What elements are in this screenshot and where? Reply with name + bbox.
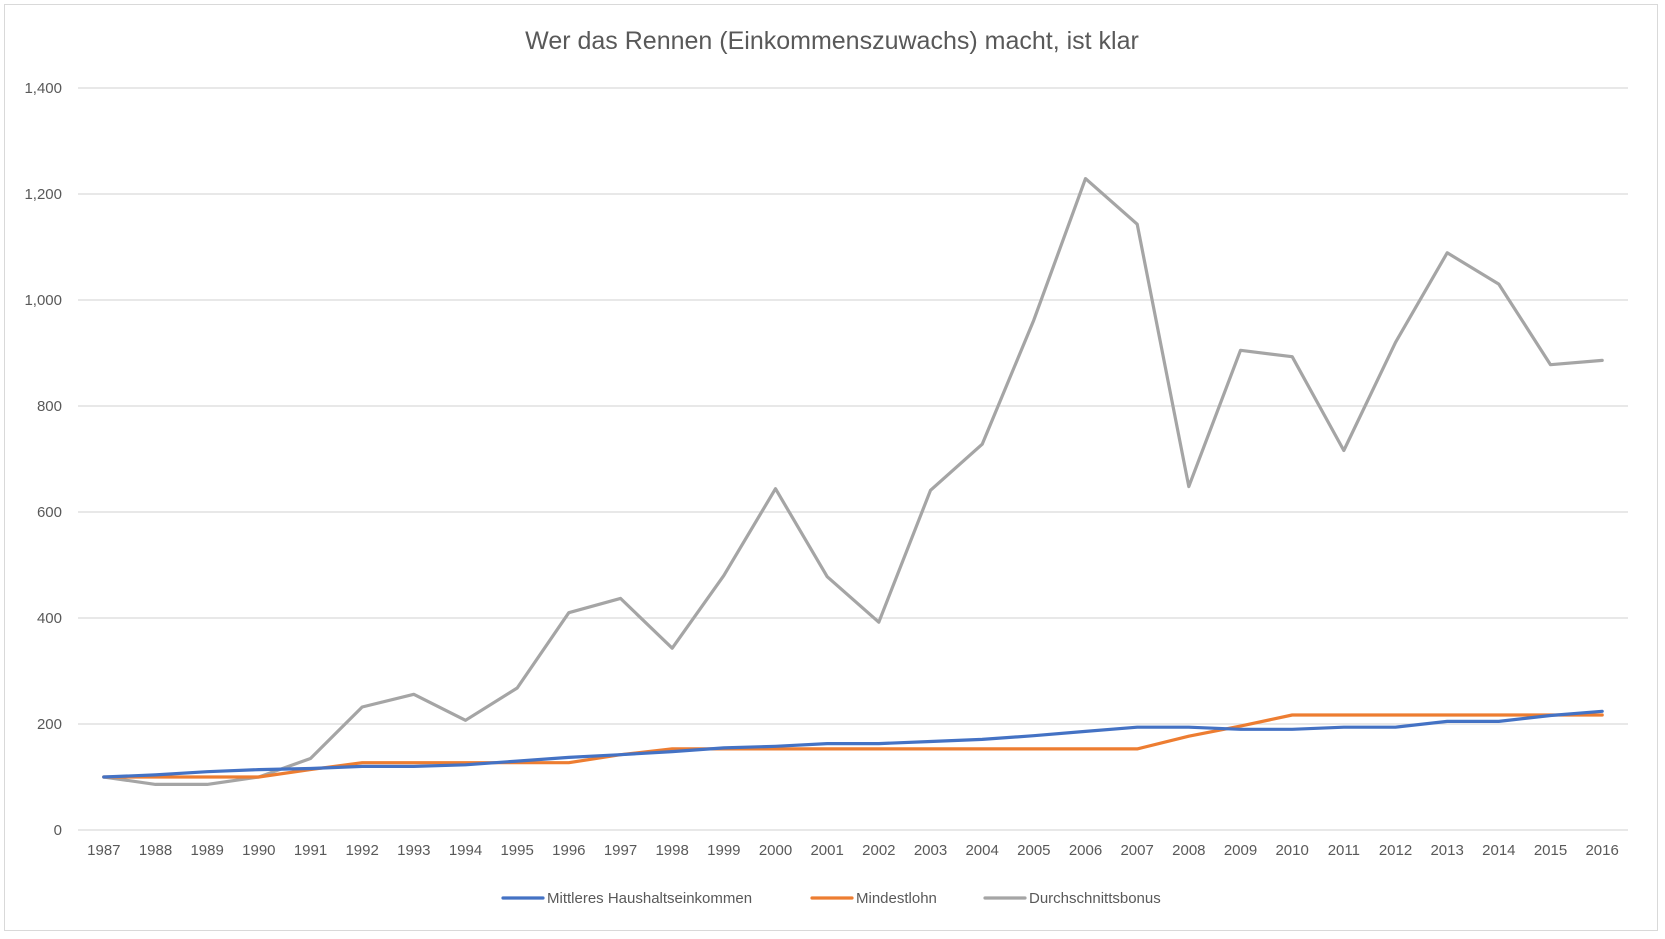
legend-label: Mindestlohn bbox=[856, 890, 937, 907]
x-tick-label: 2000 bbox=[759, 842, 792, 859]
y-tick-label: 1,400 bbox=[24, 80, 62, 97]
x-tick-label: 2004 bbox=[965, 842, 998, 859]
x-tick-label: 1987 bbox=[87, 842, 120, 859]
legend-label: Mittleres Haushaltseinkommen bbox=[547, 890, 752, 907]
y-tick-label: 800 bbox=[37, 398, 62, 415]
x-tick-label: 2002 bbox=[862, 842, 895, 859]
x-tick-label: 2001 bbox=[810, 842, 843, 859]
x-tick-label: 2012 bbox=[1379, 842, 1412, 859]
y-axis-tick-labels: 0 200 400 600 800 1,000 1,200 1,400 bbox=[24, 80, 62, 839]
x-tick-label: 2011 bbox=[1328, 842, 1360, 859]
chart-frame bbox=[4, 4, 1658, 931]
x-tick-label: 2016 bbox=[1585, 842, 1618, 859]
x-tick-label: 1999 bbox=[707, 842, 740, 859]
series-lines bbox=[102, 177, 1604, 787]
x-tick-label: 2009 bbox=[1224, 842, 1257, 859]
x-tick-label: 2003 bbox=[914, 842, 947, 859]
chart-title: Wer das Rennen (Einkommenszuwachs) macht… bbox=[525, 27, 1139, 55]
legend: Mittleres Haushaltseinkommen Mindestlohn D… bbox=[501, 890, 1161, 907]
x-tick-label: 1994 bbox=[449, 842, 482, 859]
x-tick-label: 2007 bbox=[1120, 842, 1153, 859]
x-axis-tick-labels: 1987 1988 1989 1990 1991 1992 1993 1994 1995 1996… bbox=[87, 842, 1619, 859]
legend-label: Durchschnittsbonus bbox=[1029, 890, 1161, 907]
y-tick-label: 1,200 bbox=[24, 186, 62, 203]
x-tick-label: 1993 bbox=[397, 842, 430, 859]
x-tick-label: 2014 bbox=[1482, 842, 1515, 859]
series-line-mindestlohn bbox=[102, 713, 1604, 779]
x-tick-label: 1995 bbox=[500, 842, 533, 859]
x-tick-label: 2015 bbox=[1534, 842, 1567, 859]
x-tick-label: 1998 bbox=[655, 842, 688, 859]
series-line-durchschnittsbonus bbox=[102, 177, 1604, 787]
x-tick-label: 2010 bbox=[1275, 842, 1308, 859]
x-tick-label: 1997 bbox=[604, 842, 637, 859]
gridlines bbox=[78, 87, 1628, 831]
y-tick-label: 0 bbox=[54, 822, 62, 839]
y-tick-label: 200 bbox=[37, 716, 62, 733]
x-tick-label: 1990 bbox=[242, 842, 275, 859]
y-tick-label: 400 bbox=[37, 610, 62, 627]
x-tick-label: 2008 bbox=[1172, 842, 1205, 859]
x-tick-label: 1996 bbox=[552, 842, 585, 859]
x-tick-label: 1989 bbox=[190, 842, 223, 859]
y-tick-label: 600 bbox=[37, 504, 62, 521]
x-tick-label: 1992 bbox=[345, 842, 378, 859]
x-tick-label: 1991 bbox=[294, 842, 327, 859]
y-tick-label: 1,000 bbox=[24, 292, 62, 309]
x-tick-label: 2005 bbox=[1017, 842, 1050, 859]
x-tick-label: 1988 bbox=[139, 842, 172, 859]
series-line-mittleres-haushaltseinkommen bbox=[102, 709, 1604, 779]
x-tick-label: 2013 bbox=[1430, 842, 1463, 859]
x-tick-label: 2006 bbox=[1069, 842, 1102, 859]
